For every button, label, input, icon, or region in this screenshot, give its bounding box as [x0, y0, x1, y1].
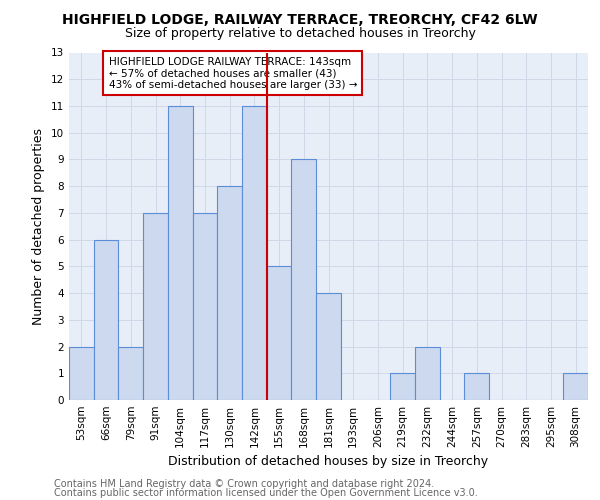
Bar: [464, 374, 489, 400]
Bar: [168, 106, 193, 400]
Text: HIGHFIELD LODGE RAILWAY TERRACE: 143sqm
← 57% of detached houses are smaller (43: HIGHFIELD LODGE RAILWAY TERRACE: 143sqm …: [109, 56, 357, 90]
Bar: [143, 213, 168, 400]
X-axis label: Distribution of detached houses by size in Treorchy: Distribution of detached houses by size …: [169, 456, 488, 468]
Bar: [217, 186, 242, 400]
Bar: [292, 160, 316, 400]
Bar: [118, 346, 143, 400]
Bar: [94, 240, 118, 400]
Bar: [267, 266, 292, 400]
Bar: [69, 346, 94, 400]
Bar: [242, 106, 267, 400]
Bar: [193, 213, 217, 400]
Bar: [390, 374, 415, 400]
Text: HIGHFIELD LODGE, RAILWAY TERRACE, TREORCHY, CF42 6LW: HIGHFIELD LODGE, RAILWAY TERRACE, TREORC…: [62, 12, 538, 26]
Bar: [415, 346, 440, 400]
Text: Contains public sector information licensed under the Open Government Licence v3: Contains public sector information licen…: [54, 488, 478, 498]
Text: Size of property relative to detached houses in Treorchy: Size of property relative to detached ho…: [125, 28, 475, 40]
Bar: [563, 374, 588, 400]
Text: Contains HM Land Registry data © Crown copyright and database right 2024.: Contains HM Land Registry data © Crown c…: [54, 479, 434, 489]
Bar: [316, 293, 341, 400]
Y-axis label: Number of detached properties: Number of detached properties: [32, 128, 46, 325]
